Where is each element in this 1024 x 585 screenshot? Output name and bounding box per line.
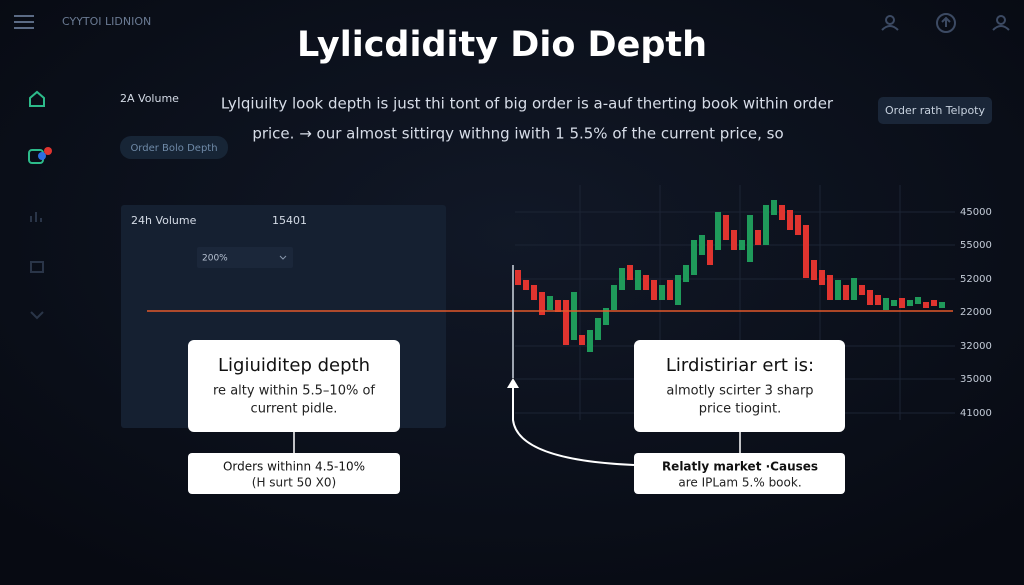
callout-title: Ligiuiditep depth	[218, 355, 370, 376]
axis-label: 22000	[960, 307, 992, 318]
callout-text: current pidle.	[251, 402, 338, 417]
axis-labels: 45000 55000 52000 22000 32000 35000 4100…	[960, 207, 992, 419]
badge	[44, 147, 52, 155]
candles	[515, 200, 945, 352]
badge	[38, 152, 46, 160]
axis-label: 32000	[960, 341, 992, 352]
callout-text: are IPLam 5.% book.	[678, 476, 801, 490]
callout-text: Orders withinn 4.5-10%	[223, 460, 365, 474]
sidebar-icons[interactable]	[30, 212, 44, 320]
arrow-head	[507, 378, 519, 388]
callout-text: re alty within 5.5–10% of	[213, 384, 375, 399]
chevron	[279, 255, 287, 260]
brand: CYYTOI LIDNION	[62, 15, 151, 28]
callout	[634, 453, 845, 494]
panel-value: 15401	[272, 214, 307, 227]
menu-icon[interactable]	[14, 15, 34, 29]
dropdown-label: 200%	[202, 254, 228, 264]
button[interactable]	[878, 97, 992, 124]
button-label: Order rath Telpoty	[885, 104, 986, 117]
dropdown[interactable]	[197, 247, 293, 268]
panel-label: 24h Volume	[131, 214, 197, 227]
callout-text: Relatly market ·Causes	[662, 460, 818, 474]
paragraph-line: price. → our almost sittirqy withng iwit…	[252, 125, 783, 143]
callout	[188, 340, 400, 432]
home-icon[interactable]	[29, 90, 45, 107]
button-label: Order Bolo Depth	[130, 143, 217, 154]
arrow	[512, 385, 635, 466]
axis-label: 45000	[960, 207, 992, 218]
page-title: Lylicdidity Dio Depth	[297, 25, 707, 65]
axis-label: 55000	[960, 240, 992, 251]
top-icons[interactable]	[881, 13, 1010, 33]
callout	[188, 453, 400, 494]
callout-text: almotly scirter 3 sharp	[666, 384, 813, 399]
callout-title: Lirdistiriar ert is:	[666, 355, 814, 376]
axis-label: 52000	[960, 274, 992, 285]
axis-label: 35000	[960, 374, 992, 385]
axis-label: 41000	[960, 408, 992, 419]
callout-text: price tiogint.	[699, 402, 781, 417]
button[interactable]	[120, 136, 228, 159]
label: 2A Volume	[120, 92, 179, 105]
callout-text: (H surt 50 X0)	[252, 476, 336, 490]
callout	[634, 340, 845, 432]
paragraph-line: Lylqiuilty look depth is just thi tont o…	[221, 95, 834, 113]
